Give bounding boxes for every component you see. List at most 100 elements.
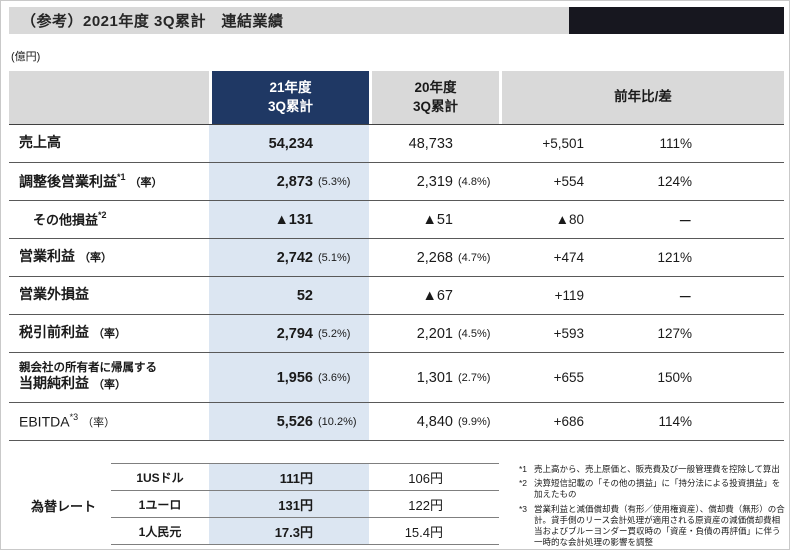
footnote-text: 決算短信記載の「その他の損益」に「持分法による投資損益」を加えたもの (534, 478, 781, 500)
label-cell: 売上高 (9, 125, 209, 162)
value: 2,873 (276, 173, 313, 190)
yoy-diff: +655 (499, 353, 634, 402)
value: 2,268 (416, 249, 453, 266)
previous-value: 2,319 (4.8%) (369, 163, 499, 200)
value-rate: (5.1%) (318, 251, 351, 264)
yoy-diff: +686 (499, 403, 634, 440)
label-cell: その他損益*2 (9, 201, 209, 238)
rate-label: （率） (93, 378, 126, 391)
previous-value: 2,201 (4.5%) (369, 315, 499, 352)
diff-value: +474 (553, 250, 584, 265)
previous-value: 48,733 (369, 125, 499, 162)
yoy-pct: 121% (634, 239, 784, 276)
footnote-ref: *3 (69, 411, 79, 422)
pct-value: ー (678, 213, 693, 229)
footnote-3: *3 営業利益と減価償却費（有形／使用権資産）、償却費（無形）の合計。貸手側のリ… (519, 504, 785, 549)
title-bar-gray: （参考）2021年度 3Q累計 連結業績 (9, 7, 569, 34)
value: ▲131 (274, 211, 313, 228)
yoy-diff: +474 (499, 239, 634, 276)
fx-currency-label: 1ユーロ (138, 497, 182, 512)
current-value: 2,742 (5.1%) (209, 239, 369, 276)
footnote-marker: *1 (519, 464, 528, 474)
fx-current-value: 131円 (209, 491, 369, 517)
value: 2,742 (276, 249, 313, 266)
value-rate: (9.9%) (458, 415, 491, 428)
value: 48,733 (408, 135, 453, 152)
yoy-header-label: 前年比/差 (614, 89, 672, 105)
value-rate: (10.2%) (318, 415, 357, 428)
yoy-pct: 114% (634, 403, 784, 440)
pct-value: 114% (658, 414, 692, 429)
fx-section: 為替レート 1USドル 111円 106円 1ユーロ 131円 122円 1人民… (9, 463, 499, 545)
rate-label: （率） (79, 252, 112, 265)
row-label: その他損益 (33, 211, 99, 227)
label-cell: 親会社の所有者に帰属する 当期純利益 （率） (9, 353, 209, 402)
yoy-pct: ー (634, 201, 784, 238)
value-rate: (5.2%) (318, 327, 351, 340)
previous-value: ▲67 (369, 277, 499, 314)
fx-row-cny: 1人民元 17.3円 15.4円 (111, 518, 499, 545)
diff-value: +655 (553, 370, 584, 385)
value-rate: (5.3%) (318, 175, 351, 188)
fx-label: 為替レート (31, 499, 97, 514)
row-non-operating-income: 営業外損益 52 ▲67 +119 ー (9, 277, 784, 315)
current-period-line2: 3Q累計 (267, 98, 313, 114)
row-label: 営業利益 (19, 248, 75, 265)
row-label: 営業外損益 (19, 286, 89, 303)
previous-period-header: 20年度 3Q累計 (369, 71, 499, 124)
fx-current-value: 111円 (209, 464, 369, 490)
row-label-top: 親会社の所有者に帰属する (19, 361, 157, 374)
previous-value: 2,268 (4.7%) (369, 239, 499, 276)
diff-value: +593 (553, 326, 584, 341)
value: 54,234 (268, 135, 313, 152)
footnote-1: *1 売上高から、売上原価と、販売費及び一般管理費を控除して算出 (519, 464, 785, 475)
title-accent-bar (569, 7, 784, 34)
previous-value: 1,301 (2.7%) (369, 353, 499, 402)
fx-current-value: 17.3円 (209, 518, 369, 544)
diff-value: +686 (553, 414, 584, 429)
value: ▲51 (422, 211, 453, 228)
fx-table: 1USドル 111円 106円 1ユーロ 131円 122円 1人民元 17.3… (111, 463, 499, 545)
row-net-profit: 親会社の所有者に帰属する 当期純利益 （率） 1,956 (3.6%) 1,301 (… (9, 353, 784, 403)
pct-value: 111% (659, 136, 692, 151)
previous-period-line2: 3Q累計 (412, 98, 458, 114)
row-adjusted-operating-profit: 調整後営業利益*1（率） 2,873 (5.3%) 2,319 (4.8%) +55… (9, 163, 784, 201)
pct-value: 150% (657, 370, 692, 385)
footnote-ref: *2 (98, 209, 107, 220)
previous-value: 4,840 (9.9%) (369, 403, 499, 440)
yoy-diff: ▲80 (499, 201, 634, 238)
value: 17.3円 (274, 524, 313, 540)
rate-label: （率） (129, 176, 163, 189)
current-value: ▲131 (209, 201, 369, 238)
label-cell: EBITDA*3（率） (9, 403, 209, 440)
footnotes: *1 売上高から、売上原価と、販売費及び一般管理費を控除して算出 *2 決算短信… (519, 464, 785, 552)
diff-value: +554 (553, 174, 584, 189)
row-other-income: その他損益*2 ▲131 ▲51 ▲80 ー (9, 201, 784, 239)
fx-currency-label: 1USドル (136, 470, 184, 485)
label-cell: 調整後営業利益*1（率） (9, 163, 209, 200)
pct-value: ー (678, 289, 693, 305)
value: 1,301 (416, 369, 453, 386)
value: 5,526 (276, 413, 313, 430)
rate-label: （率） (82, 416, 116, 429)
row-label: 売上高 (19, 134, 61, 151)
fx-previous-value: 106円 (369, 464, 499, 490)
row-label-header (9, 71, 209, 124)
value: 2,201 (416, 325, 453, 342)
header-row: 21年度 3Q累計 20年度 3Q累計 前年比/差 (9, 71, 784, 125)
row-label: EBITDA (19, 412, 70, 429)
pct-value: 121% (657, 250, 692, 265)
current-value: 1,956 (3.6%) (209, 353, 369, 402)
label-cell: 営業外損益 (9, 277, 209, 314)
value: 111円 (279, 470, 313, 486)
current-period-header: 21年度 3Q累計 (209, 71, 369, 124)
rate-label: （率） (93, 328, 126, 341)
yoy-pct: 124% (634, 163, 784, 200)
yoy-diff: +554 (499, 163, 634, 200)
diff-value: ▲80 (555, 212, 584, 227)
page-title: （参考）2021年度 3Q累計 連結業績 (21, 13, 284, 30)
label-cell: 営業利益 （率） (9, 239, 209, 276)
current-value: 54,234 (209, 125, 369, 162)
unit-label: (億円) (11, 51, 41, 63)
value: ▲67 (422, 287, 453, 304)
